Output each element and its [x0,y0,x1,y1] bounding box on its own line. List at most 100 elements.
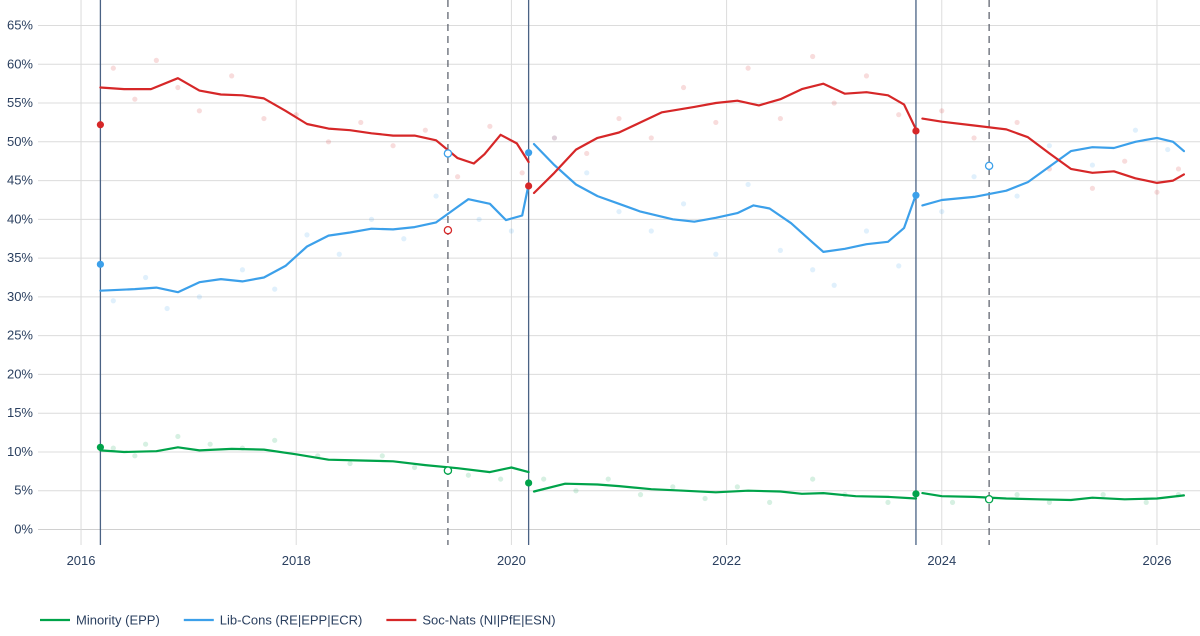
poll-point [229,73,235,79]
legend-label: Minority (EPP) [76,613,160,628]
y-tick-label: 10% [7,444,33,459]
poll-point [1046,499,1052,505]
series-line [532,82,918,195]
series-line [921,136,1185,207]
poll-point [1014,492,1020,498]
poll-point [896,263,902,269]
poll-point [110,65,116,71]
y-axis: 0% 5% 10% 15% 20% 25% 30% 35% 40% 45% 50% 55% 60% 65% [7,18,33,537]
poll-point [132,96,138,102]
election-result-point-hollow [984,161,994,171]
x-tick-label: 2018 [282,553,311,568]
election-result-point-hollow [443,149,453,158]
series-line [921,492,1185,502]
poll-point [455,174,461,180]
poll-point [175,84,181,91]
y-tick-label: 0% [14,521,33,536]
poll-point [196,294,202,300]
series-line [532,143,918,253]
series-lines [99,77,1185,502]
poll-point [810,53,816,60]
poll-point [239,267,246,273]
poll-point [551,135,558,141]
poll-point [390,143,396,149]
poll-point [272,286,278,292]
poll-point [767,499,773,505]
poll-point [541,476,547,482]
election-result-point [525,479,533,487]
y-gridlines [38,25,1200,530]
poll-point [584,170,590,176]
poll-dots [110,53,1182,505]
election-result-point [912,127,920,135]
legend-item[interactable]: Soc-Nats (NI|PfE|ESN) [386,613,556,628]
poll-point [347,460,353,467]
poll-point [1100,492,1106,498]
poll-point [680,201,687,207]
poll-point [487,123,493,129]
poll-point [261,115,267,122]
poll-point [939,208,945,215]
poll-point [616,208,622,215]
poll-point [368,216,375,222]
poll-point [745,65,751,71]
poll-point [971,174,977,180]
x-axis: 2016 2018 2020 2022 2024 2026 [67,553,1172,568]
poll-point [680,84,687,91]
x-tick-label: 2022 [712,553,741,568]
poll-point [713,119,719,126]
y-tick-label: 55% [7,95,33,110]
election-result-point [525,149,533,157]
poll-point [142,274,149,281]
poll-point [1165,146,1171,153]
x-tick-label: 2024 [927,553,956,568]
x-tick-label: 2016 [67,553,96,568]
legend[interactable]: Minority (EPP) Lib-Cons (RE|EPP|ECR) Soc-N… [40,613,556,628]
poll-point [196,108,202,114]
poll-point [132,453,138,459]
y-tick-label: 30% [7,289,33,304]
poll-point [1154,189,1160,195]
poll-point [605,476,611,482]
election-result-point [912,191,920,199]
legend-item[interactable]: Minority (EPP) [40,613,160,628]
series-line [532,482,918,500]
poll-point [648,228,654,234]
poll-point [1089,162,1096,168]
series-line [921,117,1185,184]
poll-point [702,495,708,502]
poll-point [379,453,385,459]
poll-point [1046,143,1052,149]
poll-point [153,57,159,63]
poll-point [863,228,870,234]
poll-point [949,499,956,505]
poll-point [164,305,170,312]
election-result-point-hollow [443,466,453,475]
y-tick-label: 50% [7,134,33,149]
poll-point [433,193,439,199]
poll-point [584,150,590,157]
poll-point [1143,499,1149,505]
poll-point [777,247,783,253]
election-result-point [96,121,105,129]
y-tick-label: 20% [7,366,33,381]
poll-point [422,127,428,133]
election-result-point [96,443,105,451]
y-tick-label: 5% [14,483,33,498]
poll-point [713,251,719,257]
poll-point [272,437,278,443]
poll-point [1089,185,1096,191]
poll-point [1175,166,1182,172]
poll-point [670,484,676,490]
y-tick-label: 15% [7,405,33,420]
legend-item[interactable]: Lib-Cons (RE|EPP|ECR) [183,613,363,628]
y-tick-label: 35% [7,250,33,265]
x-gridlines [80,0,1158,545]
poll-point [465,472,471,478]
poll-point [508,228,515,234]
poll-point [1122,158,1128,164]
legend-label: Lib-Cons (RE|EPP|ECR) [220,613,363,628]
poll-point [304,232,310,238]
election-results [96,121,994,504]
